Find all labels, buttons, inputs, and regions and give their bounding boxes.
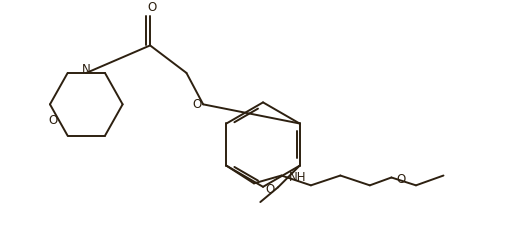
Text: O: O — [147, 1, 157, 14]
Text: O: O — [48, 114, 58, 127]
Text: O: O — [266, 183, 275, 196]
Text: NH: NH — [289, 171, 307, 184]
Text: O: O — [192, 98, 202, 111]
Text: N: N — [82, 64, 91, 76]
Text: O: O — [396, 173, 405, 186]
